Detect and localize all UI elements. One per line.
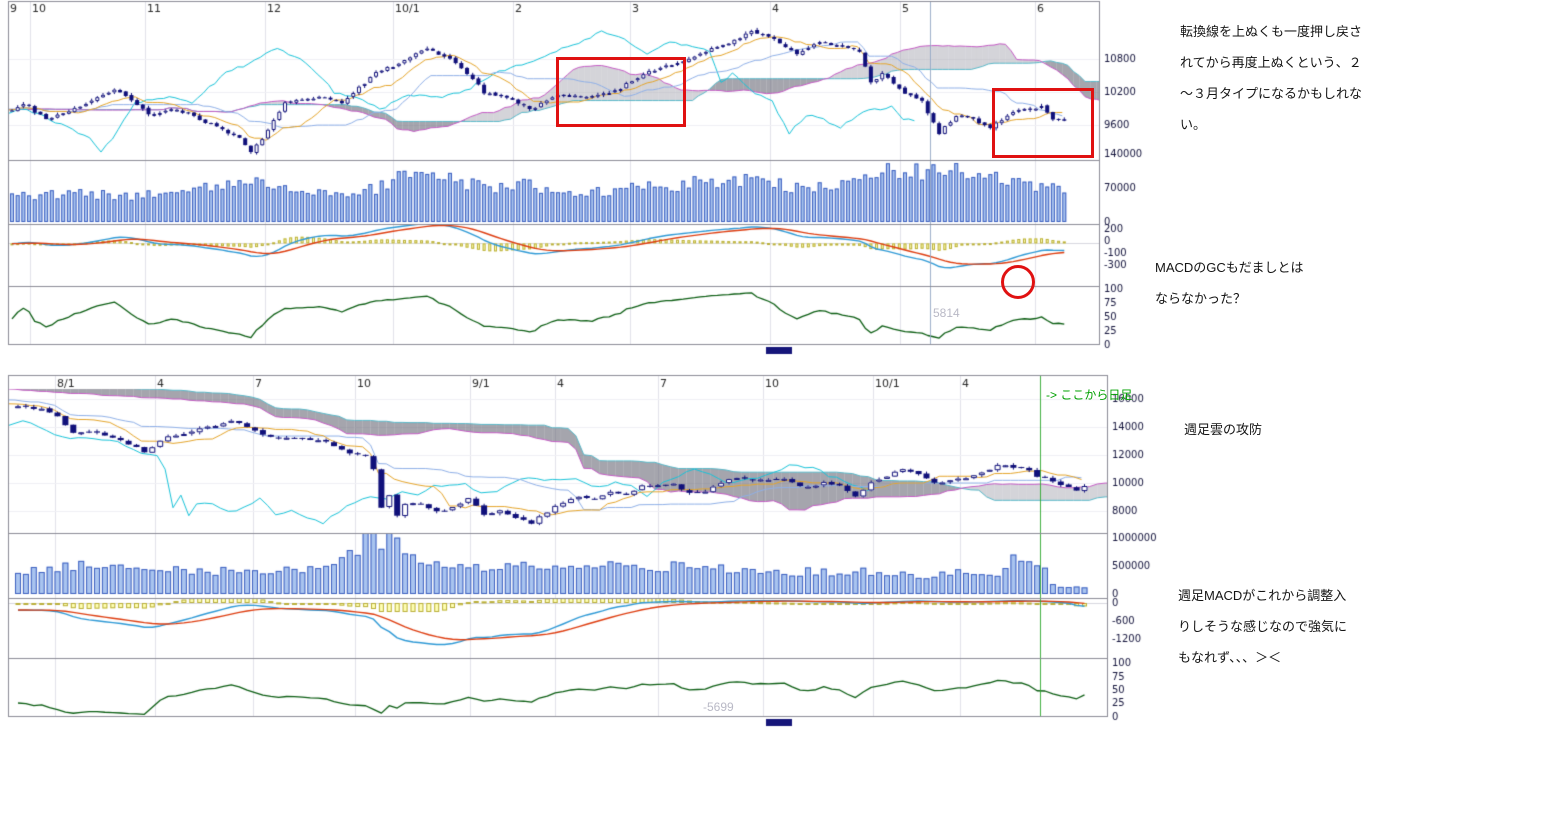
daily-analysis-note: 転換線を上ぬくも一度押し戻さ れてから再度上ぬくという、２ ～３月タイプになるか… [1180,16,1362,140]
daily-chart-watermark: 5814 [933,306,960,320]
note-line: い。 [1180,117,1207,132]
note-line: りしそうな感じなので強気に [1178,619,1348,634]
highlight-box-june-candles [992,88,1094,158]
note-line: 週足MACDがこれから調整入 [1178,588,1347,603]
highlight-box-cloud-break [556,57,686,127]
note-line: れてから再度上ぬくという、２ [1180,55,1362,70]
daily-macd-note: MACDのGCもだましとは ならなかった？ [1155,252,1304,314]
note-line: MACDのGCもだましとは [1155,260,1304,275]
note-line: ～３月タイプになるかもしれな [1180,86,1363,101]
weekly-cloud-note: 週足雲の攻防 [1184,414,1262,445]
highlight-circle-macd-gc [1001,265,1035,299]
daily-start-marker-text: -> ここから日足 [1046,388,1133,402]
weekly-chart-watermark: -5699 [703,700,734,714]
weekly-macd-note: 週足MACDがこれから調整入 りしそうな感じなので強気に もなれず、、、＞＜ [1178,580,1347,673]
note-line: 転換線を上ぬくも一度押し戻さ [1180,24,1363,39]
note-line: 週足雲の攻防 [1184,422,1263,437]
note-line: ならなかった？ [1155,291,1247,306]
note-line: もなれず、、、＞＜ [1178,650,1282,665]
